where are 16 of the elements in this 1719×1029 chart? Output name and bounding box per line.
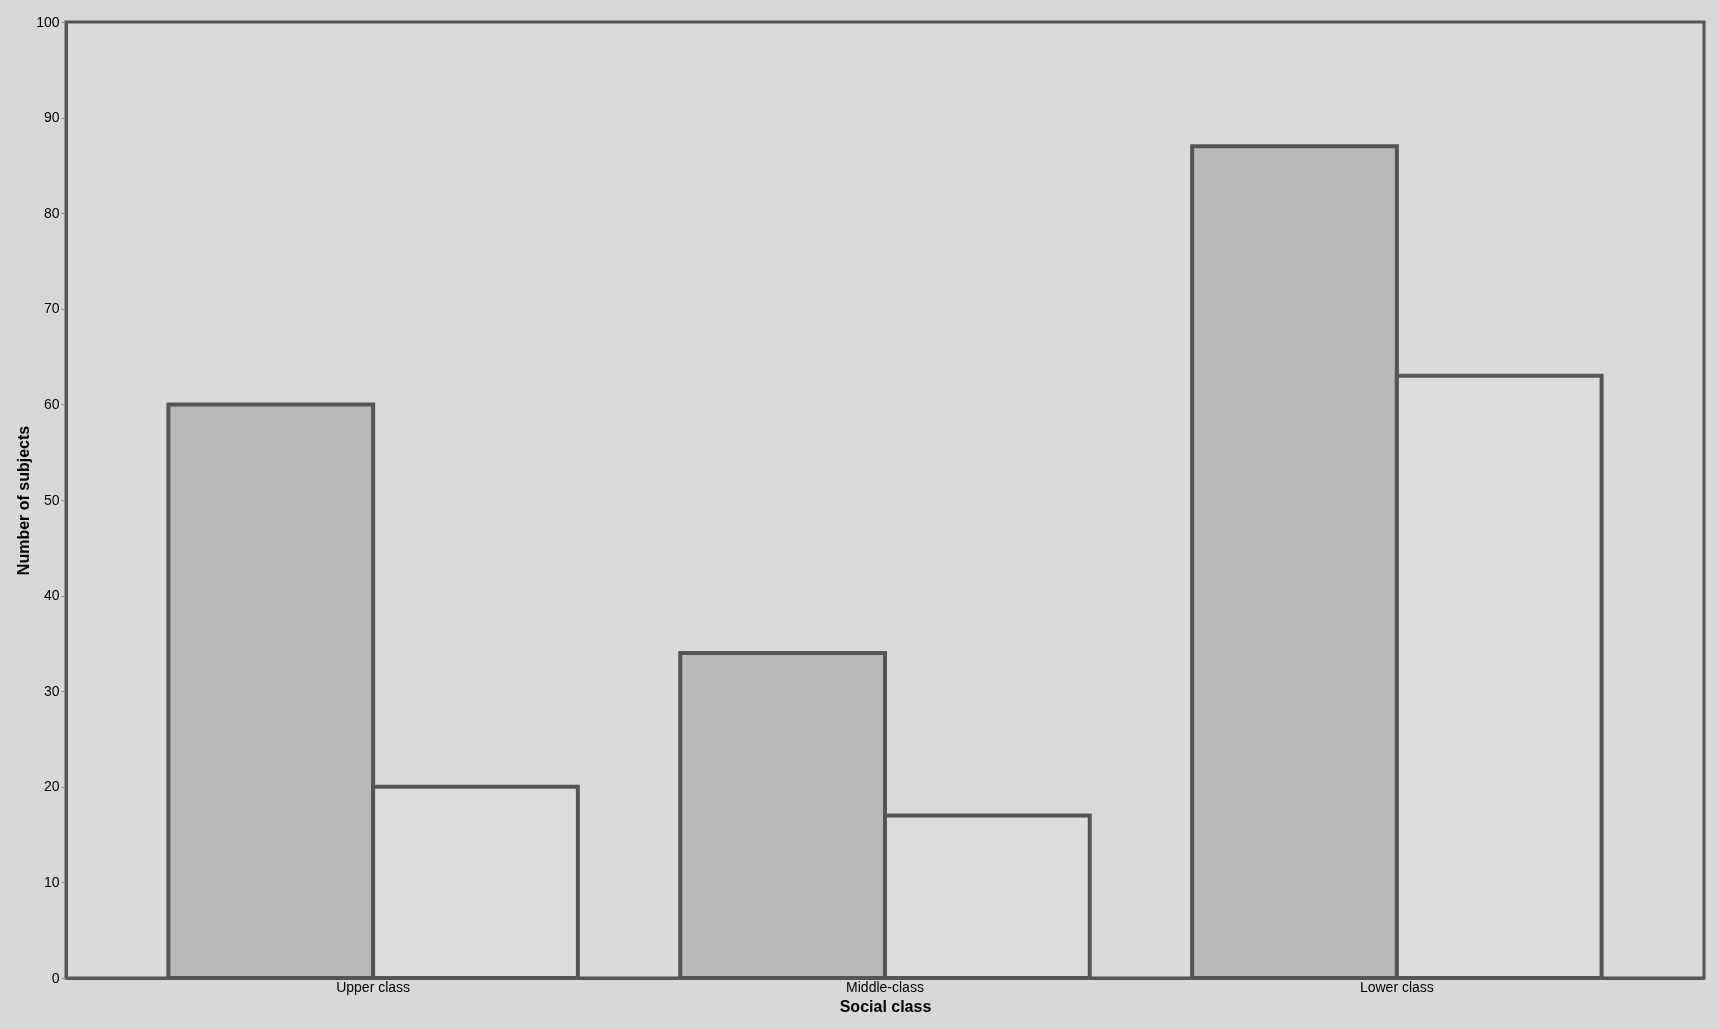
y-tick-label: 40 xyxy=(43,587,60,604)
y-tick-label: 60 xyxy=(43,395,60,412)
x-axis-title: Social class xyxy=(839,997,932,1015)
y-tick-label: 80 xyxy=(43,204,60,221)
y-tick-label: 10 xyxy=(43,873,60,890)
x-tick-label: Middle-class xyxy=(846,978,924,995)
y-tick-label: 20 xyxy=(43,778,60,795)
x-tick-label: Upper class xyxy=(336,978,411,995)
y-tick-label: 30 xyxy=(43,682,60,699)
y-tick-label: 90 xyxy=(43,109,60,126)
y-tick-label: 100 xyxy=(36,13,60,30)
x-tick-label: Lower class xyxy=(1359,978,1434,995)
y-axis-title: Number of subjects xyxy=(15,425,33,576)
y-tick-label: 0 xyxy=(51,969,60,986)
y-tick-label: 70 xyxy=(43,300,60,317)
y-tick-label: 50 xyxy=(43,491,60,508)
